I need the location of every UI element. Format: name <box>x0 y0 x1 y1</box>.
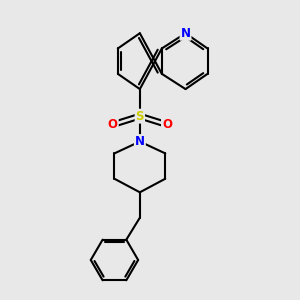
Text: S: S <box>136 110 144 123</box>
Text: O: O <box>108 118 118 131</box>
Text: N: N <box>181 27 190 40</box>
Text: O: O <box>162 118 172 131</box>
Text: N: N <box>135 135 145 148</box>
